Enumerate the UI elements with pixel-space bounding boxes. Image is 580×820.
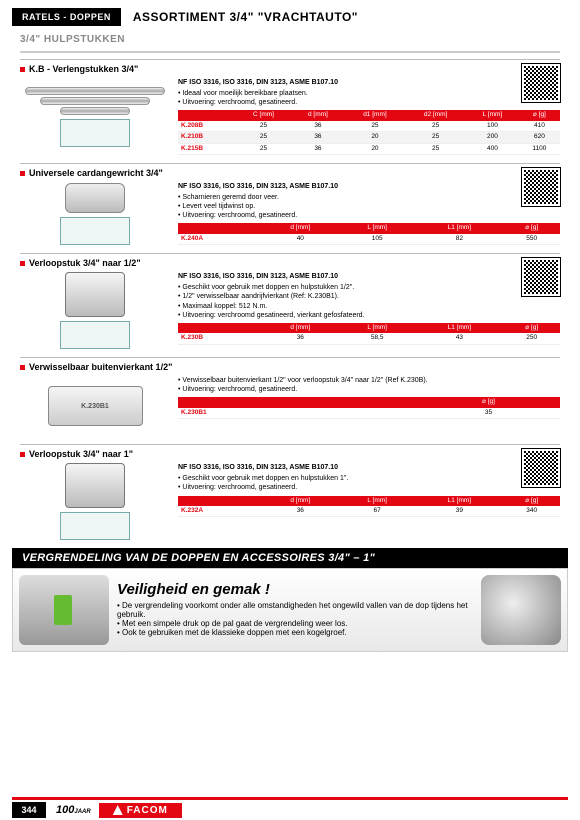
locking-product-image — [19, 575, 109, 645]
divider — [20, 51, 560, 53]
assortment-title: ASSORTIMENT 3/4" "VRACHTAUTO" — [133, 10, 358, 24]
product-bullets: Verwisselbaar buitenvierkant 1/2" voor v… — [178, 376, 560, 394]
locking-title: Veiligheid en gemak ! — [117, 581, 473, 598]
bullet-icon — [20, 452, 25, 457]
product-title: Verwisselbaar buitenvierkant 1/2" — [20, 362, 560, 372]
product-section: Verwisselbaar buitenvierkant 1/2" K.230B1… — [20, 357, 560, 436]
anniversary-years: 100JAAR — [56, 804, 91, 816]
qr-code-icon — [522, 449, 560, 487]
qr-code-icon — [522, 168, 560, 206]
product-image — [20, 78, 170, 155]
section-subtitle: 3/4" HULPSTUKKEN — [0, 30, 580, 49]
product-title: Verloopstuk 3/4" naar 1" — [20, 449, 560, 459]
product-spec: NF ISO 3316, ISO 3316, DIN 3123, ASME B1… — [178, 272, 560, 281]
product-spec: NF ISO 3316, ISO 3316, DIN 3123, ASME B1… — [178, 182, 560, 191]
page-number: 344 — [12, 802, 46, 818]
bullet-icon — [20, 261, 25, 266]
qr-code-icon — [522, 64, 560, 102]
product-image: K.230B1 — [20, 376, 170, 436]
product-data-table: C [mm]d [mm]d1 [mm]d2 [mm]L [mm]⌀ [g]K.2… — [178, 110, 560, 155]
locking-banner: VERGRENDELING VAN DE DOPPEN EN ACCESSOIR… — [12, 548, 568, 652]
product-data-table: d [mm]L [mm]L1 [mm]⌀ [g]K.240A4010582550 — [178, 223, 560, 245]
product-section: Universele cardangewricht 3/4" NF ISO 331… — [20, 163, 560, 245]
bullet-icon — [20, 171, 25, 176]
product-spec: NF ISO 3316, ISO 3316, DIN 3123, ASME B1… — [178, 78, 560, 87]
product-bullets: Ideaal voor moeilijk bereikbare plaatsen… — [178, 89, 560, 107]
locking-hand-image — [481, 575, 561, 645]
product-title: Universele cardangewricht 3/4" — [20, 168, 560, 178]
locking-header: VERGRENDELING VAN DE DOPPEN EN ACCESSOIR… — [12, 548, 568, 568]
bullet-icon — [20, 67, 25, 72]
product-image — [20, 463, 170, 540]
list-item: Ook te gebruiken met de klassieke doppen… — [117, 628, 473, 637]
list-item: Met een simpele druk op de pal gaat de v… — [117, 619, 473, 628]
category-tag: RATELS - DOPPEN — [12, 8, 121, 26]
product-bullets: Scharnieren geremd door veer.Levert veel… — [178, 193, 560, 220]
page-header: RATELS - DOPPEN ASSORTIMENT 3/4" "VRACHT… — [0, 0, 580, 30]
product-title: Verloopstuk 3/4" naar 1/2" — [20, 258, 560, 268]
product-section: Verloopstuk 3/4" naar 1" NF ISO 3316, ISO… — [20, 444, 560, 540]
locking-bullets: De vergrendeling voorkomt onder alle oms… — [117, 601, 473, 637]
product-section: Verloopstuk 3/4" naar 1/2" NF ISO 3316, I… — [20, 253, 560, 349]
product-image — [20, 182, 170, 245]
list-item: De vergrendeling voorkomt onder alle oms… — [117, 601, 473, 619]
product-bullets: Geschikt voor gebruik met doppen en hulp… — [178, 283, 560, 319]
page-footer: 344 100JAAR FACOM — [0, 800, 580, 820]
product-data-table: ⌀ [g]K.230B135 — [178, 397, 560, 419]
product-title: K.B - Verlengstukken 3/4" — [20, 64, 560, 74]
bullet-icon — [20, 365, 25, 370]
product-data-table: d [mm]L [mm]L1 [mm]⌀ [g]K.230B3658,54325… — [178, 323, 560, 345]
product-bullets: Geschikt voor gebruik met doppen en hulp… — [178, 474, 560, 492]
product-data-table: d [mm]L [mm]L1 [mm]⌀ [g]K.232A366739340 — [178, 496, 560, 518]
product-image — [20, 272, 170, 349]
brand-logo: FACOM — [99, 803, 182, 818]
qr-code-icon — [522, 258, 560, 296]
product-spec: NF ISO 3316, ISO 3316, DIN 3123, ASME B1… — [178, 463, 560, 472]
product-section: K.B - Verlengstukken 3/4" NF ISO 3316, IS… — [20, 59, 560, 155]
